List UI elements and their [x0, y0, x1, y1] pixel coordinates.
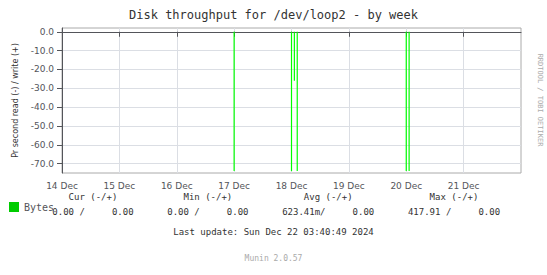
svg-text:20 Dec: 20 Dec	[390, 181, 422, 191]
svg-text:18 Dec: 18 Dec	[276, 181, 308, 191]
svg-text:0.00 / 0.00: 0.00 / 0.00	[52, 207, 133, 217]
svg-text:0.0: 0.0	[40, 27, 55, 37]
svg-text:RRDTOOL / TOBI OETIKER: RRDTOOL / TOBI OETIKER	[536, 54, 544, 148]
svg-text:21 Dec: 21 Dec	[448, 181, 480, 191]
svg-text:Disk throughput for /dev/loop2: Disk throughput for /dev/loop2 - by week	[129, 8, 419, 22]
svg-text:19 Dec: 19 Dec	[333, 181, 365, 191]
svg-text:0.00 / 0.00: 0.00 / 0.00	[167, 207, 248, 217]
svg-text:-70.0: -70.0	[31, 159, 55, 169]
svg-text:Avg (-/+): Avg (-/+)	[304, 192, 353, 202]
svg-text:14 Dec: 14 Dec	[46, 181, 78, 191]
svg-text:Bytes: Bytes	[24, 202, 54, 213]
svg-text:623.41m/ 0.00: 623.41m/ 0.00	[282, 207, 374, 217]
svg-text:Max (-/+): Max (-/+)	[430, 192, 479, 202]
svg-text:-30.0: -30.0	[31, 83, 55, 93]
svg-text:-60.0: -60.0	[31, 140, 55, 150]
svg-text:Min (-/+): Min (-/+)	[183, 192, 232, 202]
svg-text:417.91 / 0.00: 417.91 / 0.00	[408, 207, 500, 217]
svg-text:Last update: Sun Dec 22 03:40:: Last update: Sun Dec 22 03:40:49 2024	[173, 227, 373, 237]
svg-text:Munin 2.0.57: Munin 2.0.57	[245, 254, 303, 263]
svg-text:-40.0: -40.0	[31, 102, 55, 112]
svg-text:-20.0: -20.0	[31, 64, 55, 74]
svg-text:15 Dec: 15 Dec	[104, 181, 136, 191]
svg-text:17 Dec: 17 Dec	[218, 181, 250, 191]
svg-text:16 Dec: 16 Dec	[161, 181, 193, 191]
svg-text:-10.0: -10.0	[31, 46, 55, 56]
svg-text:Pr second read (-) / write (+): Pr second read (-) / write (+)	[11, 43, 20, 158]
svg-text:-50.0: -50.0	[31, 121, 55, 131]
svg-text:Cur (-/+): Cur (-/+)	[69, 192, 118, 202]
